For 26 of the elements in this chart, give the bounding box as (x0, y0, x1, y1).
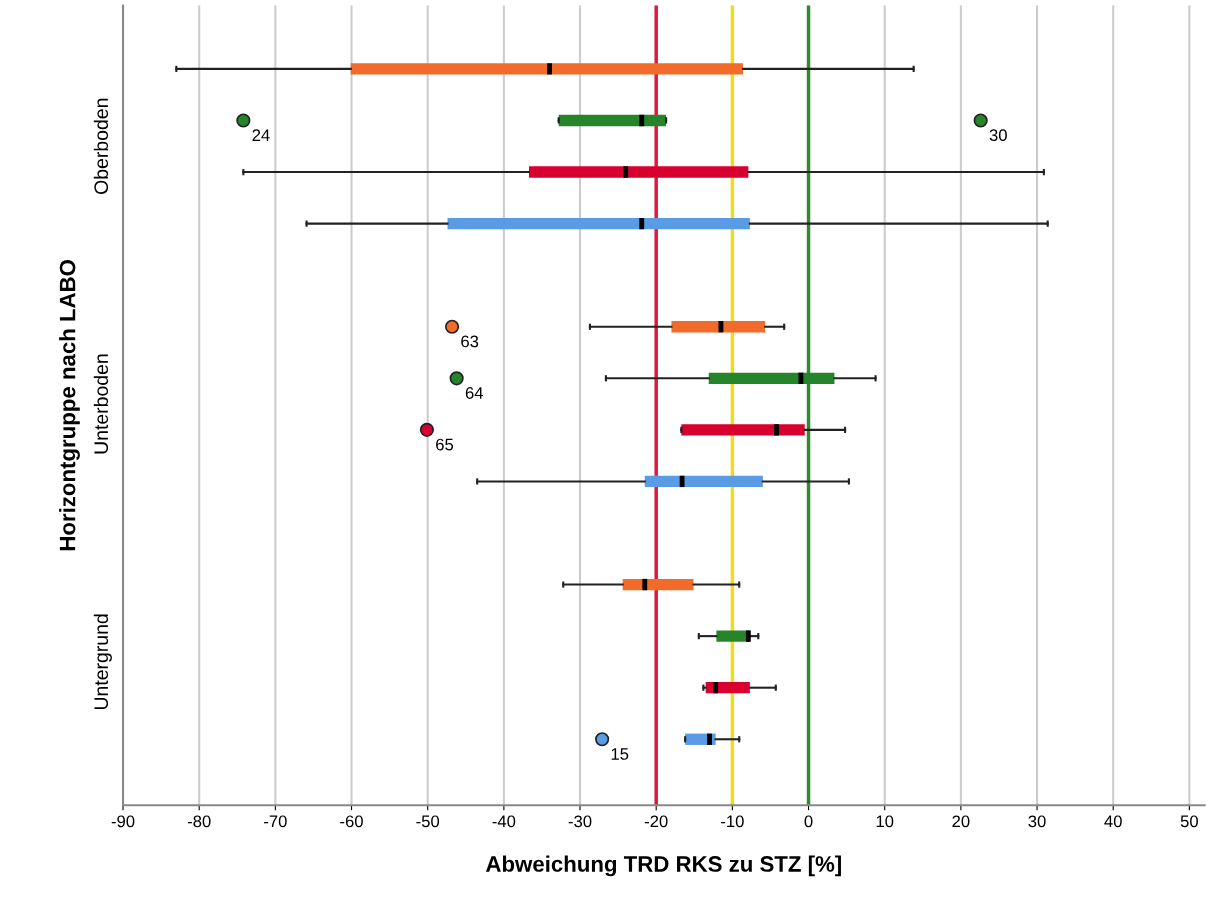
x-tick-label: -40 (492, 815, 516, 828)
y-tick-label: Oberboden (93, 98, 109, 194)
x-tick-label: -80 (187, 815, 211, 828)
x-tick-label: 0 (804, 815, 813, 828)
annotation: 24 (252, 129, 270, 141)
x-tick-label: -60 (340, 815, 363, 828)
annotation: 64 (465, 387, 484, 399)
x-tick-label: 30 (1028, 815, 1046, 828)
annotation: 65 (436, 438, 454, 451)
annotation: 15 (611, 748, 629, 760)
x-tick-label: -10 (721, 815, 744, 828)
x-tick-label: 10 (876, 815, 894, 828)
x-tick-label: -20 (644, 815, 668, 828)
y-tick-label: Untergrund (93, 614, 112, 710)
x-tick-label: -30 (568, 815, 592, 828)
x-tick-label: 40 (1104, 815, 1122, 828)
annotation: 63 (461, 335, 479, 348)
annotation: 30 (989, 129, 1007, 142)
x-tick-label: -90 (111, 815, 135, 828)
x-tick-label: 20 (952, 815, 970, 828)
x-tick-label: -70 (264, 815, 287, 828)
y-axis-title: Horizontgruppe nach LABO (59, 260, 80, 551)
x-tick-label: 50 (1180, 815, 1198, 828)
x-tick-label: -50 (416, 815, 440, 828)
x-axis-title: Abweichung TRD RKS zu STZ [%] (485, 855, 841, 877)
y-tick-label: Unterboden (93, 354, 109, 454)
